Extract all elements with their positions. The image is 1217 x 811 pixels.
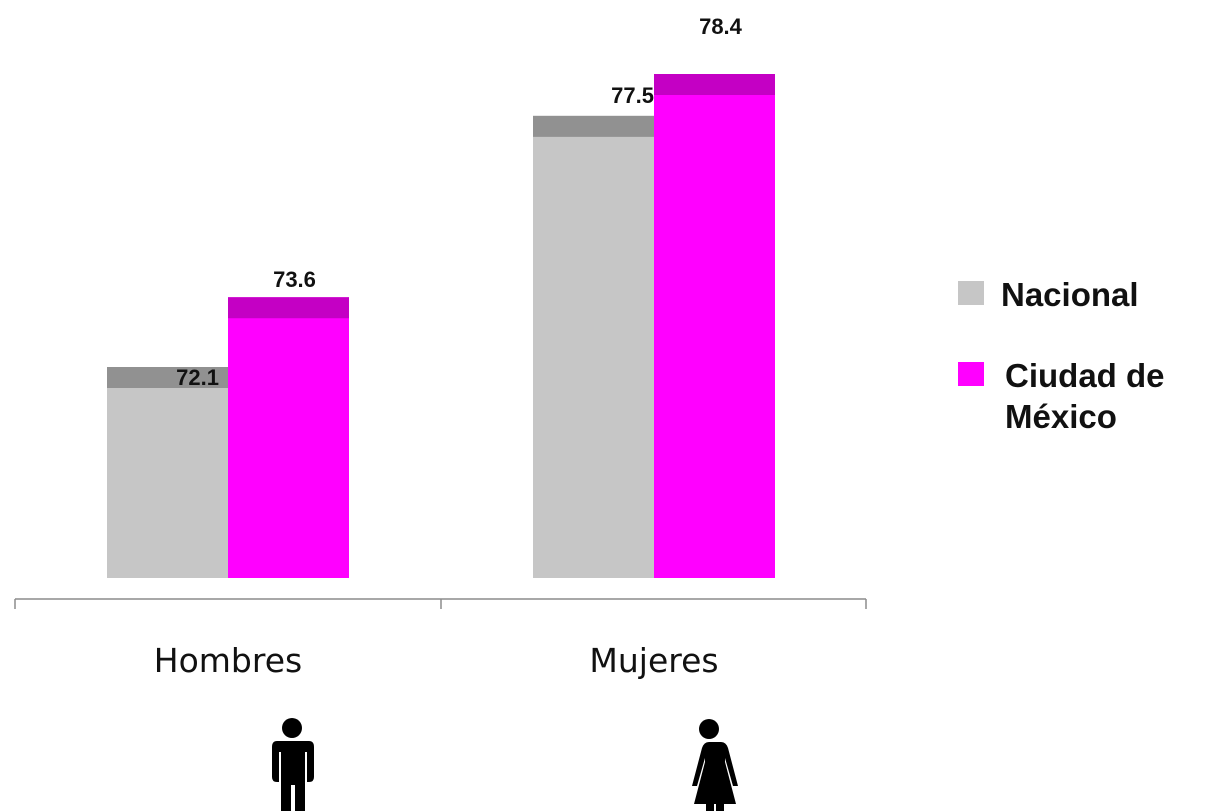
bar-cap-ciudad-de-mexico-mujeres [654,74,775,95]
legend-label-ciudad-de-mexico: Ciudad de [1005,357,1165,394]
bar-cap-nacional-mujeres [533,115,654,137]
bar-cap-ciudad-de-mexico-hombres [228,297,349,319]
value-label-nacional-hombres: 72.1 [176,365,219,390]
bar-ciudad-de-mexico-hombres [228,297,349,578]
category-label-hombres: Hombres [154,641,302,680]
legend-label-ciudad-de-mexico: México [1005,398,1117,435]
legend-swatch-nacional [958,281,984,305]
bars-group: 72.1 73.6 77.5 78.4 [107,14,775,578]
legend: Nacional Ciudad de México [958,276,1165,435]
bar-nacional-hombres [107,367,228,578]
bar-cap-nacional-hombres [107,367,228,388]
category-label-mujeres: Mujeres [589,641,718,680]
man-icon [272,718,314,811]
value-label-nacional-mujeres: 77.5 [611,83,654,108]
bar-ciudad-de-mexico-mujeres [654,74,775,578]
value-label-ciudad-de-mexico-mujeres: 78.4 [699,14,743,39]
woman-icon [692,719,738,811]
x-axis [14,598,867,609]
legend-label-nacional: Nacional [1001,276,1139,313]
category-labels: Hombres Mujeres [154,641,719,680]
value-label-ciudad-de-mexico-hombres: 73.6 [273,267,316,292]
bar-nacional-mujeres [533,115,654,578]
legend-swatch-ciudad-de-mexico [958,362,984,386]
category-icons [272,718,738,811]
